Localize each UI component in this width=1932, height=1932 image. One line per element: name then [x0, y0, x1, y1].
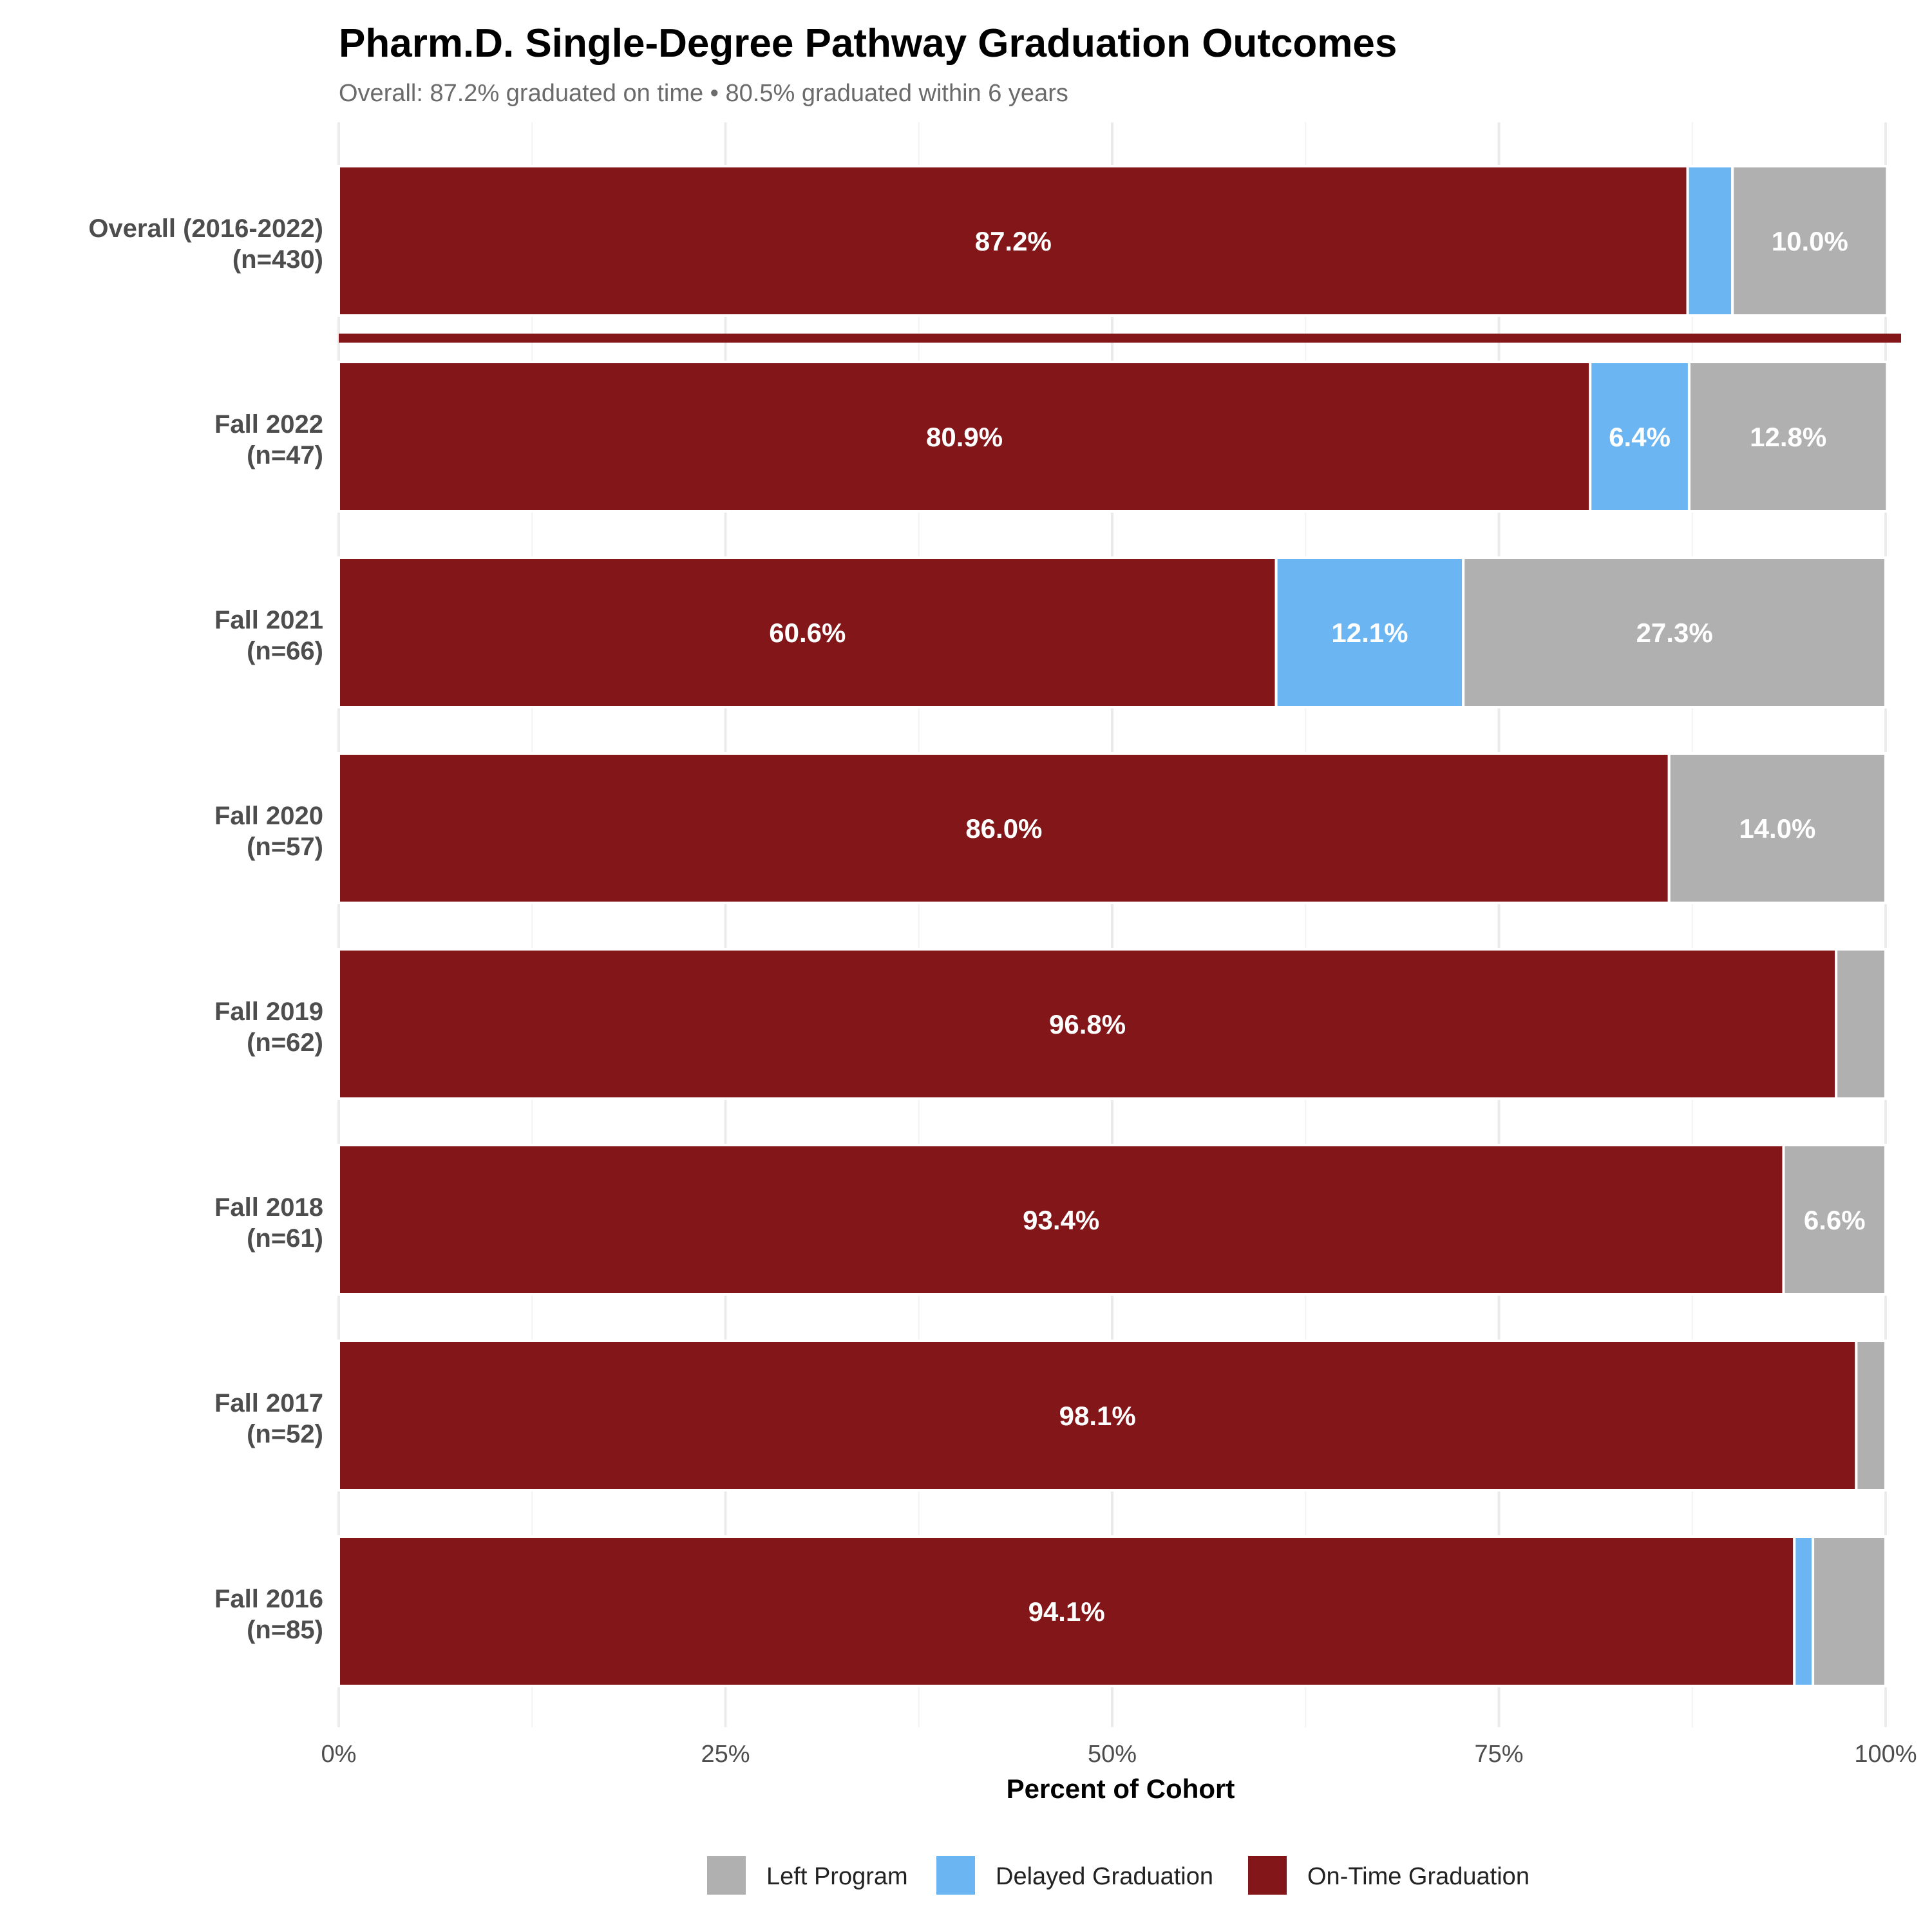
bar-value-label-2-0: 60.6%: [769, 618, 846, 648]
bar-segment-2-2: [1462, 556, 1887, 708]
bar-segment-2-1: [1274, 556, 1465, 708]
bar-value-label-1-0: 80.9%: [926, 422, 1003, 452]
category-label-4: Fall 2019 (n=62): [214, 998, 323, 1057]
bar-value-label-0-2: 10.0%: [1772, 226, 1848, 256]
bar-value-label-3-2: 14.0%: [1739, 813, 1815, 844]
category-label-7: Fall 2016 (n=85): [214, 1585, 323, 1644]
legend-label-0: Left Program: [766, 1863, 908, 1890]
bar-value-label-5-2: 6.6%: [1804, 1205, 1866, 1235]
chart-title: Pharm.D. Single-Degree Pathway Graduatio…: [339, 21, 1397, 66]
bar-segment-7-2: [1812, 1535, 1887, 1687]
legend-label-1: Delayed Graduation: [996, 1863, 1213, 1890]
category-label-1: Fall 2022 (n=47): [214, 410, 323, 469]
bar-segment-2-0: [337, 556, 1278, 708]
category-label-2: Fall 2021 (n=66): [214, 606, 323, 665]
bar-value-label-0-0: 87.2%: [975, 226, 1052, 256]
x-axis-ticks: 0% 25% 50% 75% 100%: [321, 1741, 1917, 1768]
bar-segment-7-1: [1793, 1535, 1815, 1687]
legend-label-2: On-Time Graduation: [1307, 1863, 1530, 1890]
x-tick-label-1: 25%: [701, 1741, 750, 1768]
chart-subtitle: Overall: 87.2% graduated on time • 80.5%…: [339, 80, 1068, 107]
bar-segment-5-2: [1782, 1144, 1888, 1296]
legend-swatch-0: [707, 1856, 746, 1895]
bar-segment-4-0: [337, 948, 1838, 1100]
bar-value-label-4-0: 96.8%: [1049, 1009, 1126, 1039]
bar-segment-0-2: [1731, 165, 1889, 317]
bar-value-label-1-2: 12.8%: [1750, 422, 1826, 452]
bar-value-label-6-0: 98.1%: [1059, 1401, 1136, 1431]
bar-segment-6-2: [1855, 1340, 1888, 1492]
bar-segment-0-1: [1686, 165, 1734, 317]
x-tick-label-2: 50%: [1088, 1741, 1137, 1768]
bar-value-label-2-1: 12.1%: [1331, 618, 1408, 648]
bar-segment-7-0: [337, 1535, 1796, 1687]
bar-value-label-7-0: 94.1%: [1028, 1596, 1105, 1627]
bar-segment-3-0: [337, 752, 1671, 904]
bar-segment-1-2: [1687, 361, 1889, 513]
legend: Left Program Delayed Graduation On-Time Gr…: [707, 1856, 1530, 1895]
bar-segment-3-2: [1667, 752, 1887, 904]
category-label-6: Fall 2017 (n=52): [214, 1389, 323, 1448]
legend-swatch-2: [1248, 1856, 1287, 1895]
x-axis-title: Percent of Cohort: [1007, 1774, 1235, 1804]
category-label-0: Overall (2016-2022) (n=430): [88, 214, 323, 274]
overall-separator-line: [339, 334, 1901, 343]
bar-segment-1-1: [1589, 361, 1690, 513]
x-tick-label-4: 100%: [1854, 1741, 1917, 1768]
bar-segment-1-0: [337, 361, 1592, 513]
x-tick-label-3: 75%: [1474, 1741, 1523, 1768]
category-labels: Overall (2016-2022) (n=430) Fall 2022 (n=47…: [88, 214, 323, 1644]
bar-value-label-1-1: 6.4%: [1609, 422, 1671, 452]
bar-value-label-3-0: 86.0%: [965, 813, 1042, 844]
bar-segment-6-0: [337, 1340, 1858, 1492]
x-tick-label-0: 0%: [321, 1741, 357, 1768]
category-label-3: Fall 2020 (n=57): [214, 802, 323, 861]
legend-swatch-1: [936, 1856, 975, 1895]
bar-segment-4-2: [1835, 948, 1887, 1100]
bars: 87.2% 10.0% 80.9% 6.4% 12.8% 60.6% 12.1% 27.3% 8…: [337, 165, 1901, 1687]
category-label-5: Fall 2018 (n=61): [214, 1193, 323, 1253]
bar-value-label-5-0: 93.4%: [1023, 1205, 1099, 1235]
bar-value-label-2-2: 27.3%: [1636, 618, 1713, 648]
